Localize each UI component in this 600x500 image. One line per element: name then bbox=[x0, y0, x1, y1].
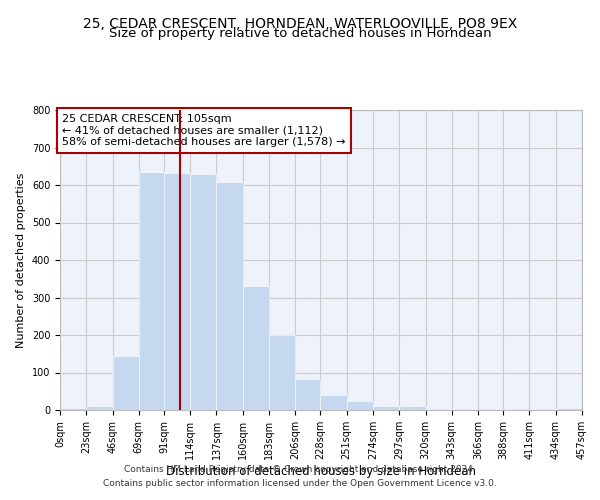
Bar bbox=[320, 395, 347, 410]
Text: 25, CEDAR CRESCENT, HORNDEAN, WATERLOOVILLE, PO8 9EX: 25, CEDAR CRESCENT, HORNDEAN, WATERLOOVI… bbox=[83, 18, 517, 32]
Bar bbox=[86, 406, 113, 410]
Bar bbox=[139, 172, 165, 410]
X-axis label: Distribution of detached houses by size in Horndean: Distribution of detached houses by size … bbox=[166, 464, 476, 477]
Text: Contains HM Land Registry data © Crown copyright and database right 2024.
Contai: Contains HM Land Registry data © Crown c… bbox=[103, 466, 497, 487]
Y-axis label: Number of detached properties: Number of detached properties bbox=[16, 172, 26, 348]
Text: Size of property relative to detached houses in Horndean: Size of property relative to detached ho… bbox=[109, 28, 491, 40]
Bar bbox=[164, 172, 190, 410]
Bar bbox=[60, 408, 86, 410]
Bar bbox=[269, 335, 295, 410]
Bar bbox=[217, 182, 243, 410]
Bar bbox=[190, 174, 217, 410]
Bar bbox=[399, 406, 425, 410]
Bar bbox=[556, 408, 582, 410]
Bar bbox=[113, 356, 139, 410]
Bar bbox=[347, 402, 373, 410]
Bar bbox=[373, 406, 399, 410]
Bar bbox=[243, 286, 269, 410]
Bar bbox=[295, 379, 320, 410]
Text: 25 CEDAR CRESCENT: 105sqm
← 41% of detached houses are smaller (1,112)
58% of se: 25 CEDAR CRESCENT: 105sqm ← 41% of detac… bbox=[62, 114, 346, 147]
